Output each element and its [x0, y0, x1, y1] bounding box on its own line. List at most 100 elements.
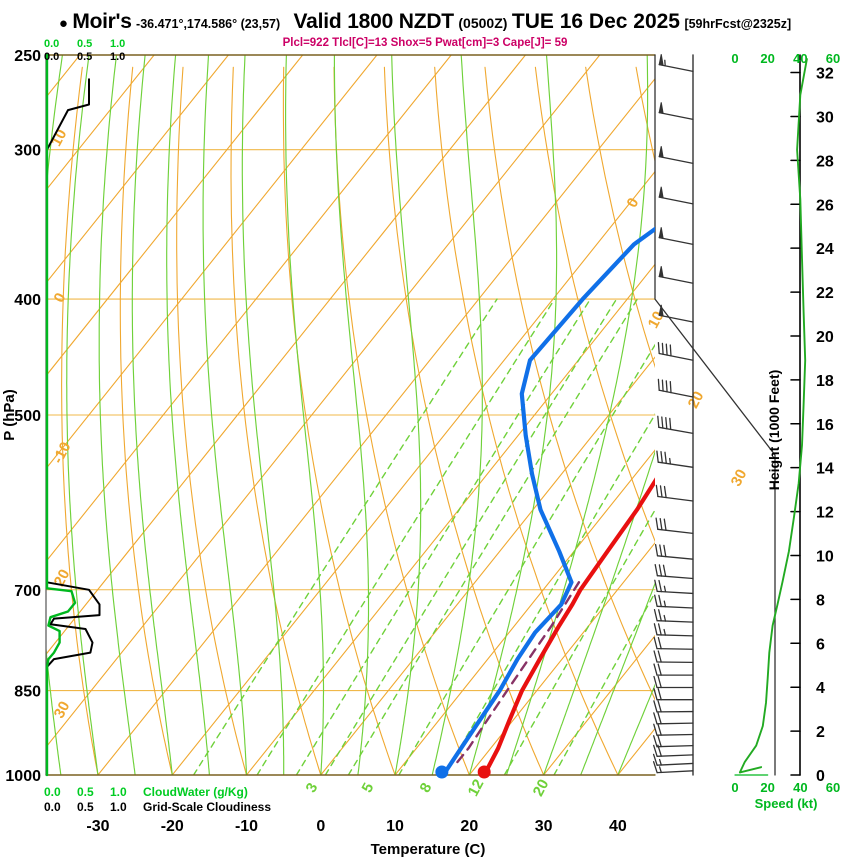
- dry-adiabat-40: [434, 66, 619, 775]
- barb-full: [659, 517, 663, 531]
- dry-adiabat-label-6: 30: [728, 467, 751, 490]
- sounding-traces: [441, 226, 655, 775]
- temperature-axis-label: Temperature (C): [371, 841, 486, 858]
- cloudwater-legend-tick-1: 0.5: [77, 785, 94, 799]
- moist-adiabat-35: [580, 582, 655, 775]
- pressure-axis-label: P (hPa): [1, 389, 18, 440]
- barb-shaft: [657, 528, 694, 535]
- barb-half: [663, 585, 667, 593]
- wind-barb: [653, 700, 694, 713]
- wind-barb: [653, 675, 694, 689]
- isotherm--50: [46, 55, 527, 656]
- isotherm-0: [320, 356, 655, 775]
- wind-barb: [652, 761, 694, 774]
- cloud-profile-panel: [45, 53, 101, 777]
- barb-full: [657, 700, 662, 713]
- barb-full: [658, 594, 662, 608]
- wind-barb: [658, 102, 694, 121]
- temperature-tick-0: 0: [316, 818, 325, 835]
- dry-adiabat-20: [333, 66, 470, 775]
- barb-half: [658, 766, 662, 774]
- barb-half: [663, 600, 667, 608]
- wind-barb: [658, 227, 694, 246]
- wind-barb: [657, 415, 694, 435]
- surface-markers: [435, 765, 491, 779]
- speed-profile-curve: [738, 58, 808, 774]
- speed-tick-top-40: 40: [793, 51, 807, 66]
- height-tick-32: 32: [816, 66, 834, 83]
- mixing-ratio-3: [295, 298, 591, 775]
- pressure-tick-1000: 1000: [5, 768, 41, 785]
- isotherm--60: [46, 55, 452, 563]
- cloudiness-legend-tick-1: 0.5: [77, 800, 94, 814]
- moist-adiabat-grid: [46, 55, 655, 775]
- barb-full: [652, 761, 658, 774]
- dry-adiabat-0: [230, 66, 322, 775]
- height-tick-18: 18: [816, 373, 834, 390]
- wind-barb: [653, 636, 694, 650]
- height-tick-6: 6: [816, 636, 825, 653]
- pressure-tick-250: 250: [14, 48, 41, 65]
- barb-full: [653, 735, 658, 748]
- station-coordinates: -36.471°,174.586° (23,57): [136, 17, 281, 31]
- dry-adiabat-10: [282, 66, 396, 775]
- mixing-ratio-label-8: 8: [417, 780, 436, 795]
- moist-adiabat--35: [46, 55, 63, 775]
- moist-adiabat-40: [617, 683, 655, 775]
- barb-shaft: [658, 111, 694, 121]
- dry-adiabat-label-1: 0: [51, 290, 70, 305]
- barb-shaft: [657, 461, 694, 468]
- pressure-tick-300: 300: [14, 143, 41, 160]
- cloudiness-legend-tick-2: 1.0: [110, 800, 127, 814]
- mixing-ratio-12: [443, 413, 655, 775]
- wind-barb: [653, 608, 694, 623]
- barb-full: [657, 623, 662, 636]
- pressure-tick-500: 500: [14, 408, 41, 425]
- barb-full: [657, 650, 662, 663]
- wind-barb: [658, 54, 694, 73]
- barb-full: [655, 484, 659, 498]
- height-tick-0: 0: [816, 768, 825, 785]
- height-tick-26: 26: [816, 197, 834, 214]
- moist-adiabat--5: [241, 55, 285, 775]
- wind-barb: [655, 517, 694, 535]
- moist-adiabat--15: [166, 55, 210, 775]
- temperature-tick--20: -20: [161, 818, 184, 835]
- mixing-ratio-4: [324, 298, 618, 775]
- valid-date: TUE 16 Dec 2025: [511, 10, 680, 33]
- cloudiness-tick-1: 0.5: [77, 51, 93, 63]
- wind-barb: [652, 753, 694, 766]
- barb-pennant: [658, 227, 664, 240]
- mixing-ratio-labels: 3 5 8 12 20: [303, 777, 553, 800]
- barb-full: [657, 744, 662, 757]
- speed-tick-bottom-40: 40: [793, 780, 807, 795]
- cloudwater-tick-2: 1.0: [110, 38, 126, 50]
- dry-adiabat-label-8: 30: [51, 699, 74, 722]
- temperature-tick-20: 20: [460, 818, 478, 835]
- wind-barb: [654, 563, 694, 580]
- moist-adiabat--30: [66, 55, 99, 775]
- page-title: ● Moir's -36.471°,174.586° (23,57) Valid…: [0, 10, 850, 36]
- barb-full: [659, 544, 663, 557]
- sounding-trace-dewpoint: [441, 226, 655, 775]
- wind-barb: [655, 484, 694, 502]
- barb-shaft: [658, 236, 694, 246]
- barb-shaft: [658, 63, 694, 73]
- isotherm-grid: [46, 55, 655, 775]
- height-tick-22: 22: [816, 285, 834, 302]
- barb-shaft: [658, 389, 694, 398]
- barb-full: [657, 675, 662, 689]
- barb-full: [653, 700, 658, 713]
- temperature-tick-10: 10: [386, 818, 404, 835]
- dry-adiabat-label-3: 0: [624, 195, 643, 210]
- height-tick-12: 12: [816, 505, 834, 522]
- isotherm--100: [46, 55, 155, 192]
- barb-pennant: [658, 102, 664, 115]
- cloudiness-tick-2: 1.0: [110, 51, 126, 63]
- barb-full: [657, 415, 660, 428]
- isotherm--20: [171, 170, 655, 775]
